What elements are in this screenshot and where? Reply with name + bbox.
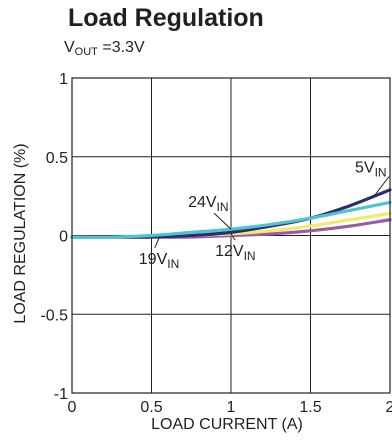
- plot-border: [71, 77, 391, 394]
- y-tick-label-3: 0.5: [46, 150, 68, 167]
- y-tick-label-0: -1: [54, 386, 68, 403]
- leader-line-19v: [154, 236, 160, 249]
- tick-labels: 0 0.5 1 1.5 2 -1 -0.5 0 0.5 1: [40, 71, 392, 416]
- plot-frame: [71, 77, 391, 394]
- leader-line-12v: [230, 233, 236, 241]
- x-tick-label-2: 1: [227, 399, 236, 416]
- x-axis-label: LOAD CURRENT (A): [151, 416, 303, 433]
- series-label-19v: 19VIN: [139, 251, 179, 271]
- subtitle-prefix: V: [64, 39, 75, 56]
- subtitle-suffix: =3.3V: [97, 39, 145, 56]
- series-label-5v: 5VIN: [355, 160, 387, 180]
- series-label-12v: 12VIN: [215, 243, 255, 263]
- subtitle-subscript: OUT: [74, 46, 98, 58]
- series-label-24v: 24VIN: [188, 194, 228, 214]
- leader-line-24v: [213, 212, 232, 230]
- x-tick-label-0: 0: [68, 399, 77, 416]
- y-tick-label-1: -0.5: [40, 307, 68, 324]
- x-tick-label-4: 2: [386, 399, 392, 416]
- chart-subtitle: VOUT =3.3V: [64, 38, 145, 58]
- y-axis-label: LOAD REGULATION (%): [12, 143, 29, 323]
- leader-line-5v: [373, 176, 390, 197]
- x-tick-label-3: 1.5: [299, 399, 321, 416]
- x-tick-label-1: 0.5: [140, 399, 162, 416]
- chart-title: Load Regulation: [68, 4, 264, 32]
- series-annotations: 5VIN 24VIN 12VIN 19VIN: [139, 160, 390, 271]
- y-tick-label-4: 1: [59, 71, 68, 88]
- y-tick-label-2: 0: [59, 229, 68, 246]
